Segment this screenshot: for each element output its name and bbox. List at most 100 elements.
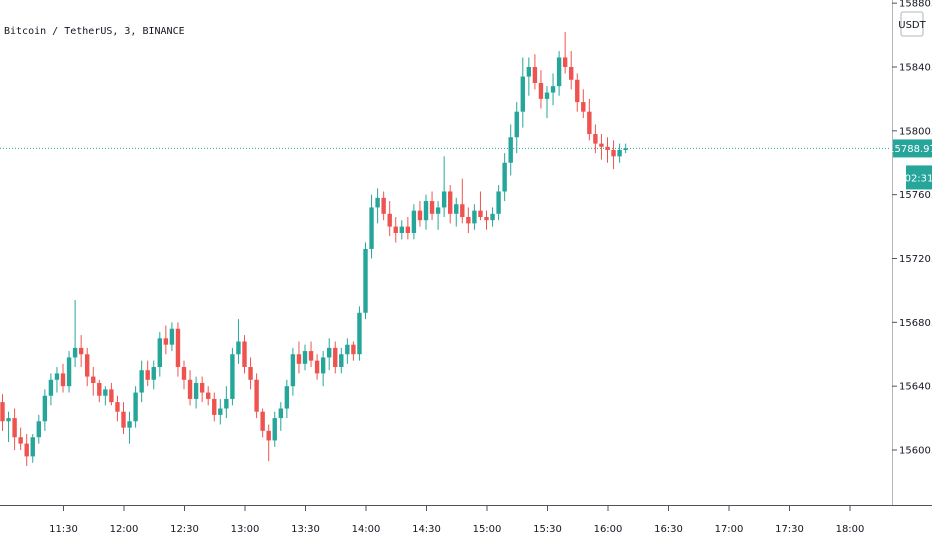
candle (429, 191, 435, 221)
candle-body (18, 437, 23, 444)
candle (327, 338, 332, 371)
candle-body (569, 67, 574, 80)
candle (587, 98, 592, 141)
candle (617, 143, 622, 163)
candle-body (466, 217, 471, 224)
candle (157, 331, 162, 377)
candle (441, 156, 447, 218)
candle-body (351, 344, 356, 355)
candle-body (393, 226, 398, 233)
candle (581, 89, 586, 119)
candle (139, 360, 144, 403)
candle (242, 335, 247, 374)
candle (248, 357, 253, 390)
candle-body (91, 376, 96, 383)
candle-body (151, 367, 156, 380)
price-tick-label: 15800.00 (899, 126, 932, 137)
candle-body (236, 341, 241, 355)
time-tick-label: 18:00 (836, 524, 865, 535)
price-tick-label: 15880.00 (899, 0, 932, 10)
time-axis[interactable]: 11:30 12:00 12:30 13:00 13:30 14:00 14:30 15:00… (49, 506, 864, 535)
current-price-tag: 15788.97 (888, 139, 932, 158)
candle-body (133, 392, 138, 422)
candle (345, 338, 350, 364)
candle (466, 207, 471, 233)
candle-body (593, 134, 598, 144)
candle (284, 379, 290, 419)
time-tick-label: 15:30 (533, 524, 562, 535)
candle-body (224, 398, 229, 409)
candle (308, 341, 314, 368)
candle-body (187, 379, 193, 399)
candle-body (36, 421, 41, 438)
candle (575, 73, 580, 112)
candle-body (599, 143, 604, 147)
candle-body (127, 421, 132, 428)
candle-body (139, 370, 144, 393)
candle-body (454, 204, 459, 214)
candle-body (448, 191, 453, 214)
candle-body (12, 418, 17, 438)
candle-body (502, 162, 507, 192)
currency-label: USDT (898, 20, 926, 31)
price-axis[interactable]: 15600.00 15640.00 15680.00 15720.00 15760.00… (892, 0, 932, 457)
candle (121, 402, 126, 435)
candle-body (248, 367, 253, 380)
candle-body (121, 411, 126, 428)
candle (66, 351, 72, 393)
candle-body (212, 398, 217, 415)
time-tick-label: 13:30 (291, 524, 320, 535)
candle (472, 204, 477, 230)
candle (314, 354, 320, 380)
candle-body (48, 379, 54, 396)
candle-body (399, 226, 404, 233)
candle-body (411, 210, 417, 233)
candle (42, 389, 48, 431)
candle (0, 394, 5, 431)
candle (363, 242, 368, 320)
candle-body (417, 210, 423, 221)
candle-body (460, 204, 465, 218)
time-tick-label: 12:30 (170, 524, 199, 535)
candle (103, 386, 108, 406)
candle (484, 210, 489, 230)
candle-body (327, 347, 332, 358)
candle-body (514, 111, 519, 138)
candle-body (345, 344, 350, 355)
candle (496, 185, 501, 221)
candle-body (333, 347, 338, 368)
candle (36, 414, 41, 444)
time-tick-label: 11:30 (49, 524, 78, 535)
candle (272, 411, 277, 447)
candle (24, 434, 29, 466)
candle-body (478, 210, 483, 218)
candle-body (339, 354, 344, 368)
candle-body (490, 213, 495, 221)
candle-body (103, 389, 108, 396)
candle-body (623, 148, 628, 150)
candle (224, 386, 229, 419)
candle (6, 411, 11, 443)
candle (399, 220, 404, 240)
candle-body (556, 57, 562, 87)
candle (593, 124, 598, 154)
candle (375, 188, 380, 224)
candle (502, 153, 507, 202)
candle-body (441, 191, 447, 208)
candle (460, 178, 465, 224)
candle (454, 197, 459, 227)
currency-button[interactable]: USDT (898, 11, 927, 37)
candle (85, 347, 90, 387)
candle (605, 137, 610, 163)
time-tick-label: 13:00 (231, 524, 260, 535)
candle (54, 367, 60, 393)
time-tick-label: 12:00 (110, 524, 139, 535)
candle-body (387, 213, 392, 227)
candle (550, 73, 556, 106)
candle-body (484, 217, 489, 221)
candle (556, 51, 562, 96)
price-tick-label: 15640.00 (899, 382, 932, 393)
candle (562, 31, 568, 74)
